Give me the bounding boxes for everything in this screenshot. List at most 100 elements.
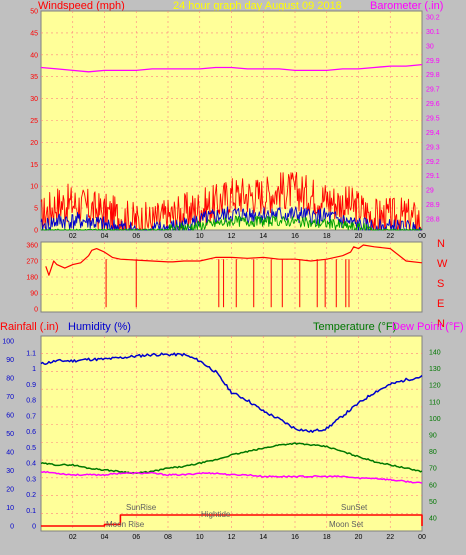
temperature-tick: 120 — [429, 383, 441, 390]
windspeed-tick: 45 — [30, 30, 38, 37]
moonset-label: Moon Set — [329, 520, 364, 529]
windspeed-tick: 40 — [30, 52, 38, 59]
temperature-tick: 50 — [429, 499, 437, 506]
temperature-tick: 130 — [429, 366, 441, 373]
windspeed-axis-title: Windspeed (mph) — [38, 0, 125, 12]
windspeed-tick: 20 — [30, 140, 38, 147]
temperature-tick: 70 — [429, 466, 437, 473]
rainfall-legend: Rainfall (.in) — [0, 321, 59, 333]
temperature-tick: 140 — [429, 350, 441, 357]
rainfall-tick: 1.1 — [26, 351, 36, 358]
x-tick-label: 18 — [323, 233, 331, 240]
rainfall-line — [41, 514, 423, 527]
x-tick-label: 22 — [386, 534, 394, 541]
wind-direction-tick: 270 — [26, 259, 38, 266]
wind-time-axis-ticks: 02 04 06 08 10 12 14 16 18 20 22 00 — [69, 233, 426, 240]
temperature-tick: 90 — [429, 433, 437, 440]
wind-direction-axis-ticks: 0 90 180 270 360 — [26, 243, 38, 314]
rainfall-tick: 0.4 — [26, 461, 36, 468]
rainfall-tick: 1 — [32, 366, 36, 373]
rain-humidity-grid — [41, 336, 422, 531]
wind-direction-tick: 360 — [26, 243, 38, 250]
wind-direction-tick: 180 — [26, 275, 38, 282]
windspeed-tick: 15 — [30, 162, 38, 169]
x-tick-label: 12 — [228, 534, 236, 541]
humidity-axis-ticks: 0 10 20 30 40 50 60 70 80 90 100 — [2, 339, 14, 531]
x-tick-label: 14 — [259, 233, 267, 240]
barometer-tick: 30.1 — [426, 29, 440, 36]
x-tick-label: 22 — [386, 233, 394, 240]
windspeed-tick: 25 — [30, 118, 38, 125]
humidity-tick: 0 — [10, 524, 14, 531]
rainfall-tick: 0.7 — [26, 413, 36, 420]
rainfall-axis-ticks: 0 0.1 0.2 0.3 0.4 0.5 0.6 0.7 0.8 0.9 1 1.1 — [26, 351, 36, 531]
windspeed-tick: 30 — [30, 96, 38, 103]
barometer-axis-ticks: 28.8 28.9 29 29.1 29.2 29.3 29.4 29.5 29.6 29.7 29… — [426, 15, 440, 224]
windspeed-tick: 50 — [30, 9, 38, 16]
barometer-tick: 29.4 — [426, 130, 440, 137]
barometer-tick: 29 — [426, 188, 434, 195]
x-tick-label: 14 — [259, 534, 267, 541]
compass-label: N — [437, 318, 445, 330]
hightide-label: Hightide — [201, 510, 231, 519]
windspeed-tick: 0 — [34, 228, 38, 235]
x-tick-label: 20 — [355, 233, 363, 240]
x-tick-label: 16 — [291, 534, 299, 541]
x-tick-label: 02 — [69, 534, 77, 541]
barometer-tick: 29.9 — [426, 58, 440, 65]
barometer-tick: 29.2 — [426, 159, 440, 166]
wind-barometer-marks — [40, 63, 423, 231]
barometer-tick: 29.5 — [426, 116, 440, 123]
x-tick-label: 10 — [196, 534, 204, 541]
rainfall-tick: 0 — [32, 524, 36, 531]
humidity-line — [40, 352, 423, 433]
graph-title: 24 hour graph day August 09 2018 — [173, 0, 342, 12]
x-tick-label: 02 — [69, 233, 77, 240]
barometer-tick: 29.3 — [426, 144, 440, 151]
x-tick-label: 08 — [164, 534, 172, 541]
compass-label: S — [437, 278, 444, 290]
temperature-tick: 100 — [429, 416, 441, 423]
humidity-tick: 80 — [6, 376, 14, 383]
humidity-legend: Humidity (%) — [68, 321, 131, 333]
barometer-tick: 28.9 — [426, 202, 440, 209]
barometer-tick: 29.6 — [426, 101, 440, 108]
barometer-tick: 30 — [426, 43, 434, 50]
humidity-tick: 30 — [6, 468, 14, 475]
sunrise-label: SunRise — [126, 503, 157, 512]
temperature-tick: 110 — [429, 399, 440, 406]
wind-direction-grid — [41, 242, 422, 312]
x-tick-label: 06 — [132, 233, 140, 240]
x-tick-label: 16 — [291, 233, 299, 240]
rainfall-tick: 0.1 — [26, 508, 36, 515]
wind-direction-marks — [45, 244, 423, 308]
compass-label: N — [437, 238, 445, 250]
barometer-tick: 29.8 — [426, 72, 440, 79]
wind-direction-tick: 0 — [34, 307, 38, 314]
x-tick-label: 06 — [132, 534, 140, 541]
rain-humidity-temperature-panel — [40, 335, 423, 532]
x-tick-label: 20 — [355, 534, 363, 541]
rainfall-tick: 0.3 — [26, 476, 36, 483]
humidity-tick: 50 — [6, 431, 14, 438]
barometer-tick: 29.1 — [426, 173, 440, 180]
x-tick-label: 04 — [101, 233, 109, 240]
compass-label: W — [437, 258, 448, 270]
compass-label: E — [437, 298, 444, 310]
sunset-label: SunSet — [341, 503, 368, 512]
rainfall-tick: 0.9 — [26, 382, 36, 389]
temperature-axis-ticks: 40 50 60 70 80 90 100 110 120 130 140 — [429, 350, 441, 523]
barometer-tick: 28.8 — [426, 217, 440, 224]
humidity-tick: 90 — [6, 357, 14, 364]
humidity-tick: 40 — [6, 450, 14, 457]
barometer-line — [40, 63, 423, 73]
dew-point-legend: Dew Point (°F) — [392, 321, 464, 333]
humidity-tick: 10 — [6, 505, 14, 512]
rain-time-axis-ticks: 02 04 06 08 10 12 14 16 18 20 22 00 — [69, 534, 426, 541]
dew-point-line — [40, 470, 423, 484]
wind-direction-tick: 90 — [30, 291, 38, 298]
humidity-tick: 60 — [6, 413, 14, 420]
temperature-tick: 60 — [429, 482, 437, 489]
